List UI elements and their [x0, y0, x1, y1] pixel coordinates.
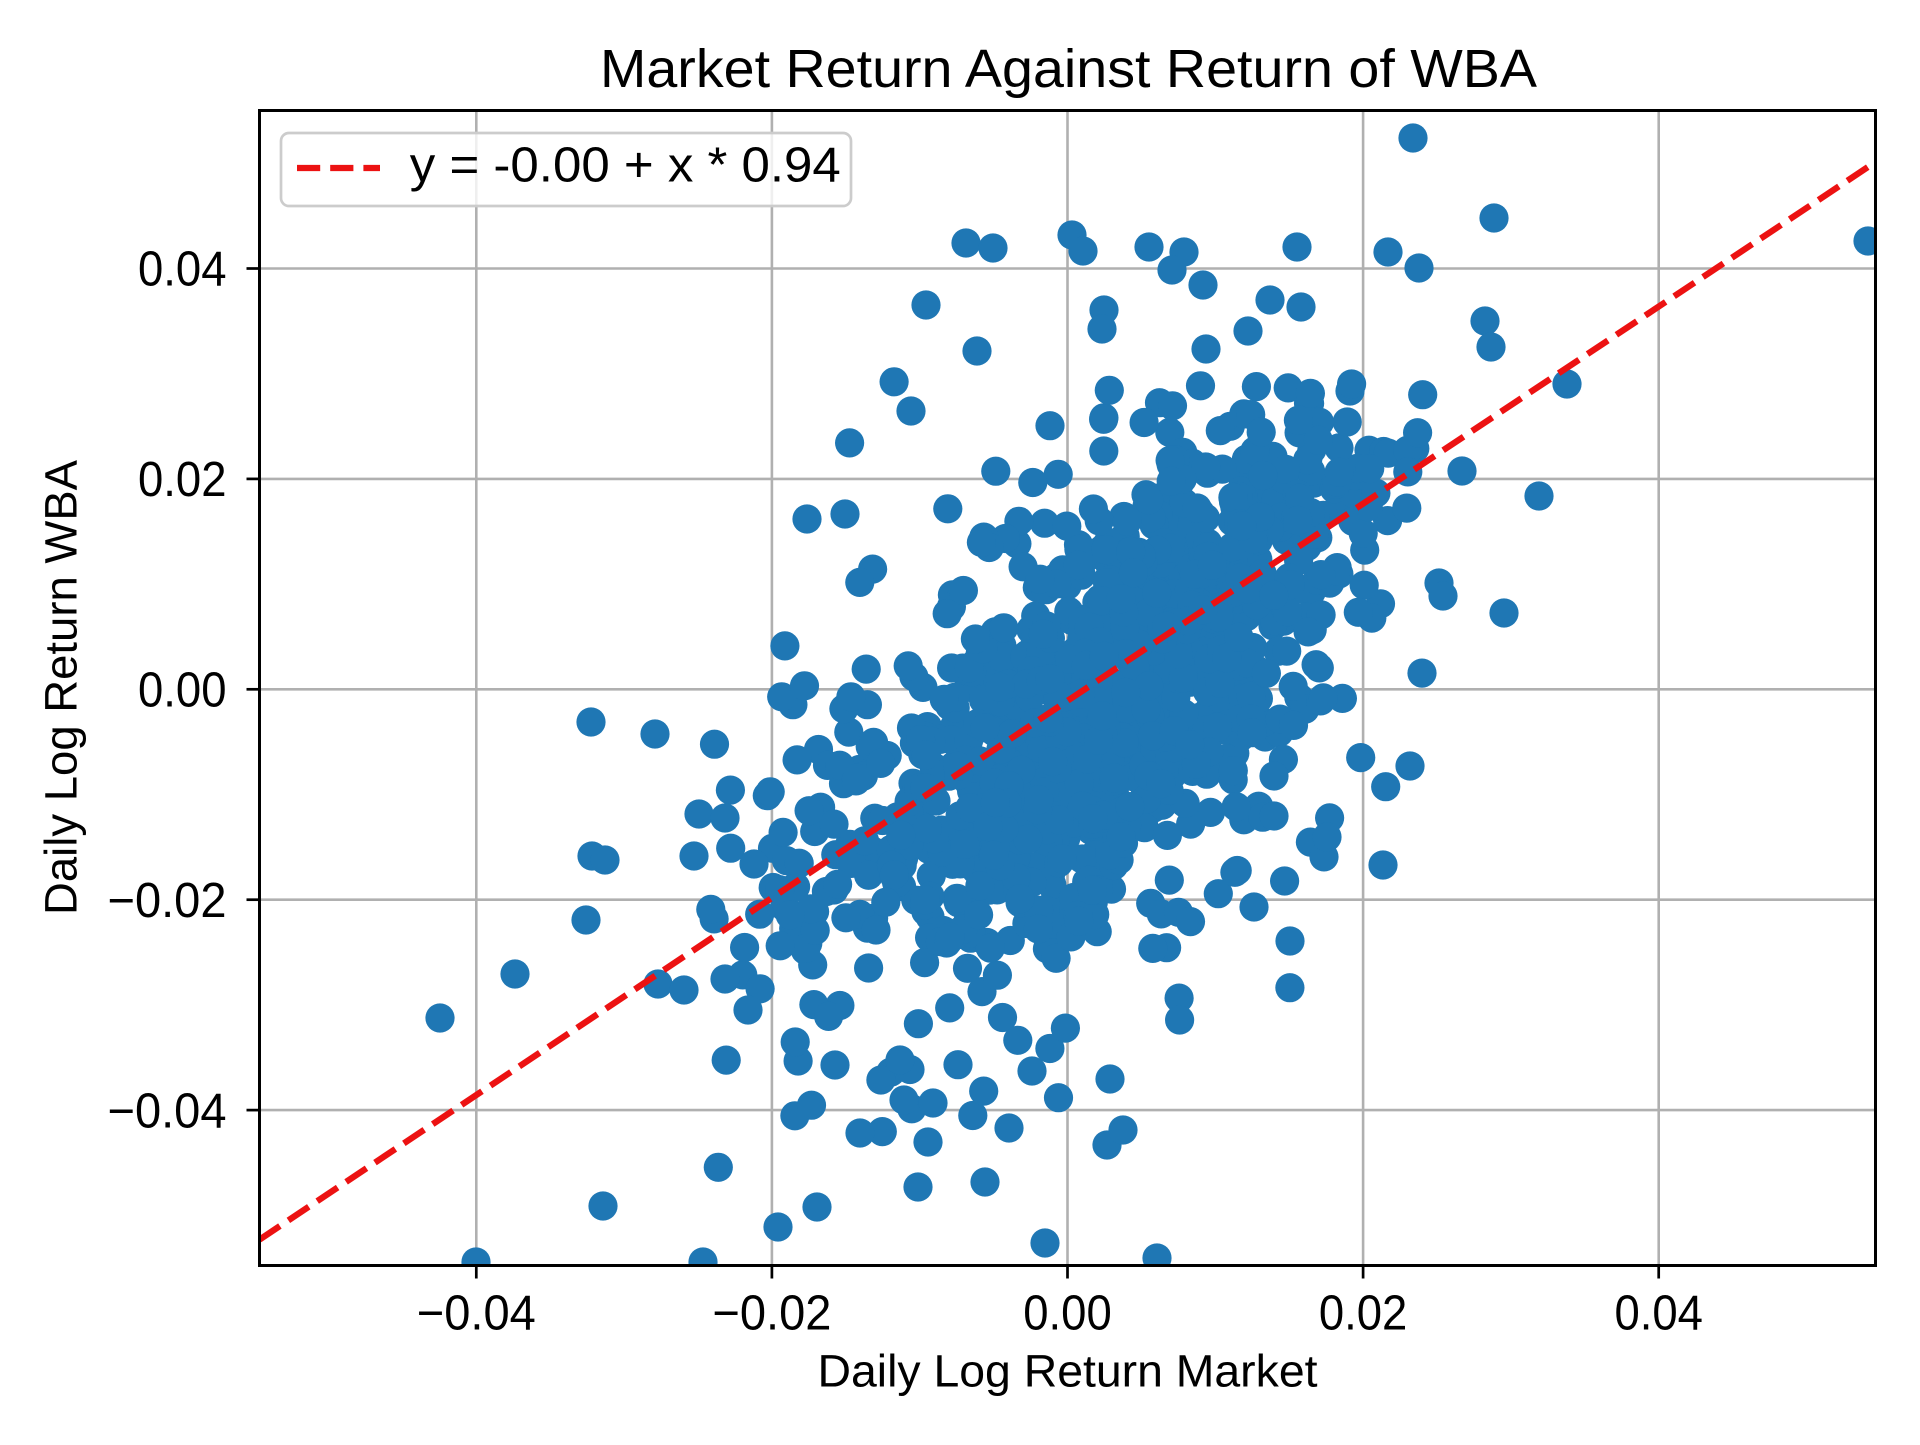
- svg-text:Market Return Against Return o: Market Return Against Return of WBA: [600, 39, 1537, 99]
- svg-text:0.02: 0.02: [138, 453, 227, 507]
- svg-text:−0.04: −0.04: [108, 1084, 227, 1138]
- svg-text:Daily Log Return WBA: Daily Log Return WBA: [35, 459, 86, 915]
- svg-text:Daily Log Return Market: Daily Log Return Market: [818, 1345, 1318, 1396]
- svg-text:0.00: 0.00: [1023, 1286, 1112, 1340]
- svg-text:−0.02: −0.02: [108, 874, 227, 928]
- svg-text:−0.02: −0.02: [712, 1286, 831, 1340]
- svg-text:y = -0.00 + x * 0.94: y = -0.00 + x * 0.94: [410, 138, 841, 192]
- svg-text:−0.04: −0.04: [417, 1286, 536, 1340]
- svg-text:0.02: 0.02: [1319, 1286, 1408, 1340]
- svg-text:0.04: 0.04: [1614, 1286, 1703, 1340]
- svg-text:0.00: 0.00: [138, 664, 227, 718]
- svg-text:0.04: 0.04: [138, 243, 227, 297]
